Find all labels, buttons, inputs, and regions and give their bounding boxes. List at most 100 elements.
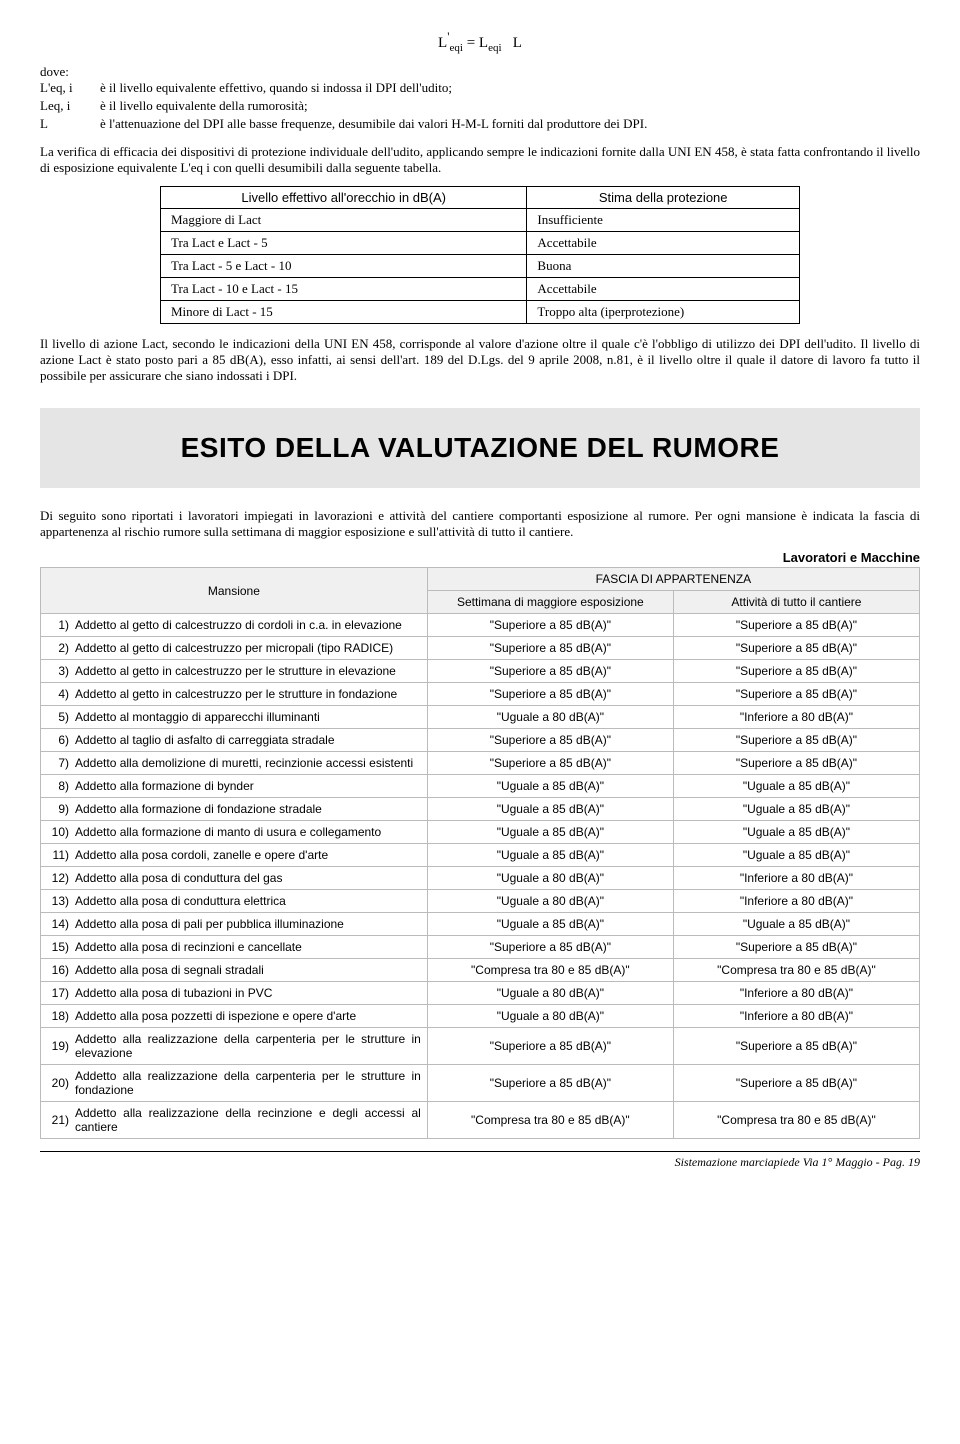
row-attivita: "Uguale a 85 dB(A)" <box>673 798 919 821</box>
row-settimana: "Uguale a 80 dB(A)" <box>427 706 673 729</box>
table-row: 13)Addetto alla posa di conduttura elett… <box>41 890 920 913</box>
row-number: 4) <box>41 683 72 706</box>
row-mansione: Addetto al getto in calcestruzzo per le … <box>71 660 427 683</box>
row-number: 18) <box>41 1005 72 1028</box>
row-settimana: "Superiore a 85 dB(A)" <box>427 729 673 752</box>
row-settimana: "Compresa tra 80 e 85 dB(A)" <box>427 959 673 982</box>
row-number: 11) <box>41 844 72 867</box>
head-settimana: Settimana di maggiore esposizione <box>427 591 673 614</box>
row-mansione: Addetto alla formazione di bynder <box>71 775 427 798</box>
row-mansione: Addetto alla realizzazione della carpent… <box>71 1065 427 1102</box>
table-row: Tra Lact e Lact - 5Accettabile <box>161 232 800 255</box>
row-attivita: "Superiore a 85 dB(A)" <box>673 752 919 775</box>
row-number: 15) <box>41 936 72 959</box>
def-row: L'eq, i è il livello equivalente effetti… <box>40 80 920 96</box>
row-attivita: "Uguale a 85 dB(A)" <box>673 821 919 844</box>
table-row: 21)Addetto alla realizzazione della reci… <box>41 1102 920 1139</box>
row-attivita: "Uguale a 85 dB(A)" <box>673 844 919 867</box>
row-number: 5) <box>41 706 72 729</box>
row-number: 10) <box>41 821 72 844</box>
prot-head-level: Livello effettivo all'orecchio in dB(A) <box>161 187 527 209</box>
section-banner: ESITO DELLA VALUTAZIONE DEL RUMORE <box>40 408 920 488</box>
table-row: Minore di Lact - 15Troppo alta (iperprot… <box>161 301 800 324</box>
table-row: 6)Addetto al taglio di asfalto di carreg… <box>41 729 920 752</box>
def-term: L'eq, i <box>40 80 100 96</box>
row-number: 1) <box>41 614 72 637</box>
row-mansione: Addetto alla posa cordoli, zanelle e ope… <box>71 844 427 867</box>
table-row: 10)Addetto alla formazione di manto di u… <box>41 821 920 844</box>
row-attivita: "Uguale a 85 dB(A)" <box>673 913 919 936</box>
table-row: 8)Addetto alla formazione di bynder "Ugua… <box>41 775 920 798</box>
table-row: 11)Addetto alla posa cordoli, zanelle e … <box>41 844 920 867</box>
row-settimana: "Superiore a 85 dB(A)" <box>427 614 673 637</box>
row-settimana: "Superiore a 85 dB(A)" <box>427 683 673 706</box>
table-row: 18)Addetto alla posa pozzetti di ispezio… <box>41 1005 920 1028</box>
def-row: Leq, i è il livello equivalente della ru… <box>40 98 920 114</box>
row-number: 9) <box>41 798 72 821</box>
row-attivita: "Superiore a 85 dB(A)" <box>673 614 919 637</box>
table-row: 5)Addetto al montaggio di apparecchi ill… <box>41 706 920 729</box>
row-attivita: "Inferiore a 80 dB(A)" <box>673 1005 919 1028</box>
def-desc: è il livello equivalente effettivo, quan… <box>100 80 920 96</box>
row-attivita: "Uguale a 85 dB(A)" <box>673 775 919 798</box>
row-settimana: "Uguale a 80 dB(A)" <box>427 982 673 1005</box>
prot-head-stima: Stima della protezione <box>527 187 800 209</box>
row-number: 2) <box>41 637 72 660</box>
def-term: Leq, i <box>40 98 100 114</box>
table-row: 2)Addetto al getto di calcestruzzo per m… <box>41 637 920 660</box>
row-mansione: Addetto al getto di calcestruzzo per mic… <box>71 637 427 660</box>
row-mansione: Addetto alla posa di conduttura del gas <box>71 867 427 890</box>
row-mansione: Addetto alla realizzazione della recinzi… <box>71 1102 427 1139</box>
row-mansione: Addetto alla realizzazione della carpent… <box>71 1028 427 1065</box>
row-mansione: Addetto alla posa di recinzioni e cancel… <box>71 936 427 959</box>
table-row: 9)Addetto alla formazione di fondazione … <box>41 798 920 821</box>
row-settimana: "Uguale a 80 dB(A)" <box>427 890 673 913</box>
row-settimana: "Superiore a 85 dB(A)" <box>427 1065 673 1102</box>
row-attivita: "Superiore a 85 dB(A)" <box>673 729 919 752</box>
row-mansione: Addetto alla posa di segnali stradali <box>71 959 427 982</box>
formula: L'eqi = Leqi L <box>40 30 920 54</box>
table-row: 17)Addetto alla posa di tubazioni in PVC… <box>41 982 920 1005</box>
table-row: 3)Addetto al getto in calcestruzzo per l… <box>41 660 920 683</box>
row-settimana: "Uguale a 85 dB(A)" <box>427 913 673 936</box>
row-attivita: "Superiore a 85 dB(A)" <box>673 660 919 683</box>
row-number: 19) <box>41 1028 72 1065</box>
table-row: 16)Addetto alla posa di segnali stradali… <box>41 959 920 982</box>
row-number: 20) <box>41 1065 72 1102</box>
row-number: 14) <box>41 913 72 936</box>
row-settimana: "Superiore a 85 dB(A)" <box>427 752 673 775</box>
row-attivita: "Superiore a 85 dB(A)" <box>673 1028 919 1065</box>
row-mansione: Addetto alla posa pozzetti di ispezione … <box>71 1005 427 1028</box>
row-mansione: Addetto al getto di calcestruzzo di cord… <box>71 614 427 637</box>
row-number: 8) <box>41 775 72 798</box>
row-settimana: "Uguale a 85 dB(A)" <box>427 821 673 844</box>
def-desc: è l'attenuazione del DPI alle basse freq… <box>100 116 920 132</box>
row-mansione: Addetto al taglio di asfalto di carreggi… <box>71 729 427 752</box>
def-term: L <box>40 116 100 132</box>
head-fascia: FASCIA DI APPARTENENZA <box>427 568 919 591</box>
table-row: 19)Addetto alla realizzazione della carp… <box>41 1028 920 1065</box>
row-number: 12) <box>41 867 72 890</box>
table-row: 7)Addetto alla demolizione di muretti, r… <box>41 752 920 775</box>
row-attivita: "Inferiore a 80 dB(A)" <box>673 890 919 913</box>
paragraph-lact: Il livello di azione Lact, secondo le in… <box>40 336 920 384</box>
table-row: 15)Addetto alla posa di recinzioni e can… <box>41 936 920 959</box>
row-mansione: Addetto al montaggio di apparecchi illum… <box>71 706 427 729</box>
row-number: 16) <box>41 959 72 982</box>
workers-table: Mansione FASCIA DI APPARTENENZA Settiman… <box>40 567 920 1139</box>
row-settimana: "Uguale a 80 dB(A)" <box>427 1005 673 1028</box>
def-desc: è il livello equivalente della rumorosit… <box>100 98 920 114</box>
row-mansione: Addetto alla formazione di fondazione st… <box>71 798 427 821</box>
row-attivita: "Inferiore a 80 dB(A)" <box>673 982 919 1005</box>
table-row: 20)Addetto alla realizzazione della carp… <box>41 1065 920 1102</box>
table-row: 14)Addetto alla posa di pali per pubblic… <box>41 913 920 936</box>
table-caption: Lavoratori e Macchine <box>40 550 920 565</box>
def-row: L è l'attenuazione del DPI alle basse fr… <box>40 116 920 132</box>
page-footer: Sistemazione marciapiede Via 1° Maggio -… <box>40 1151 920 1170</box>
row-settimana: "Uguale a 80 dB(A)" <box>427 867 673 890</box>
row-number: 21) <box>41 1102 72 1139</box>
row-attivita: "Inferiore a 80 dB(A)" <box>673 706 919 729</box>
table-row: Tra Lact - 10 e Lact - 15Accettabile <box>161 278 800 301</box>
head-mansione: Mansione <box>41 568 428 614</box>
row-attivita: "Superiore a 85 dB(A)" <box>673 637 919 660</box>
